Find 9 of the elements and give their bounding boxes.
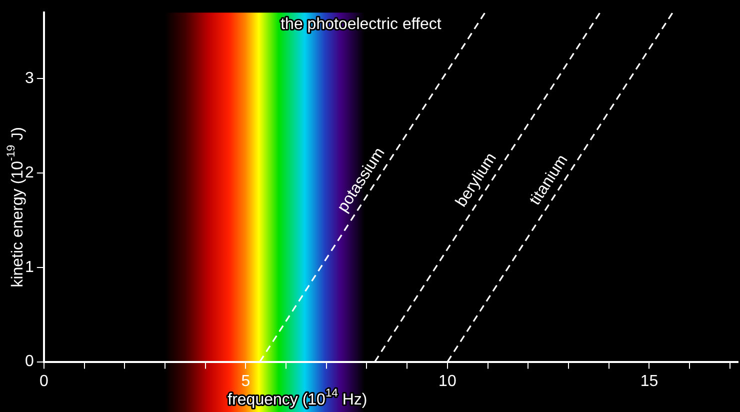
x-tick-label: 15 (640, 372, 658, 390)
y-tick-label: 3 (24, 70, 34, 88)
x-tick-label: 5 (241, 372, 250, 390)
y-tick-label: 1 (24, 258, 34, 276)
y-tick-label: 2 (24, 164, 34, 182)
x-tick-label: 0 (39, 372, 48, 390)
y-axis-title: kinetic energy (10-19 J) (6, 127, 26, 288)
y-tick-label: 0 (24, 353, 34, 370)
x-tick-label: 10 (438, 372, 456, 390)
